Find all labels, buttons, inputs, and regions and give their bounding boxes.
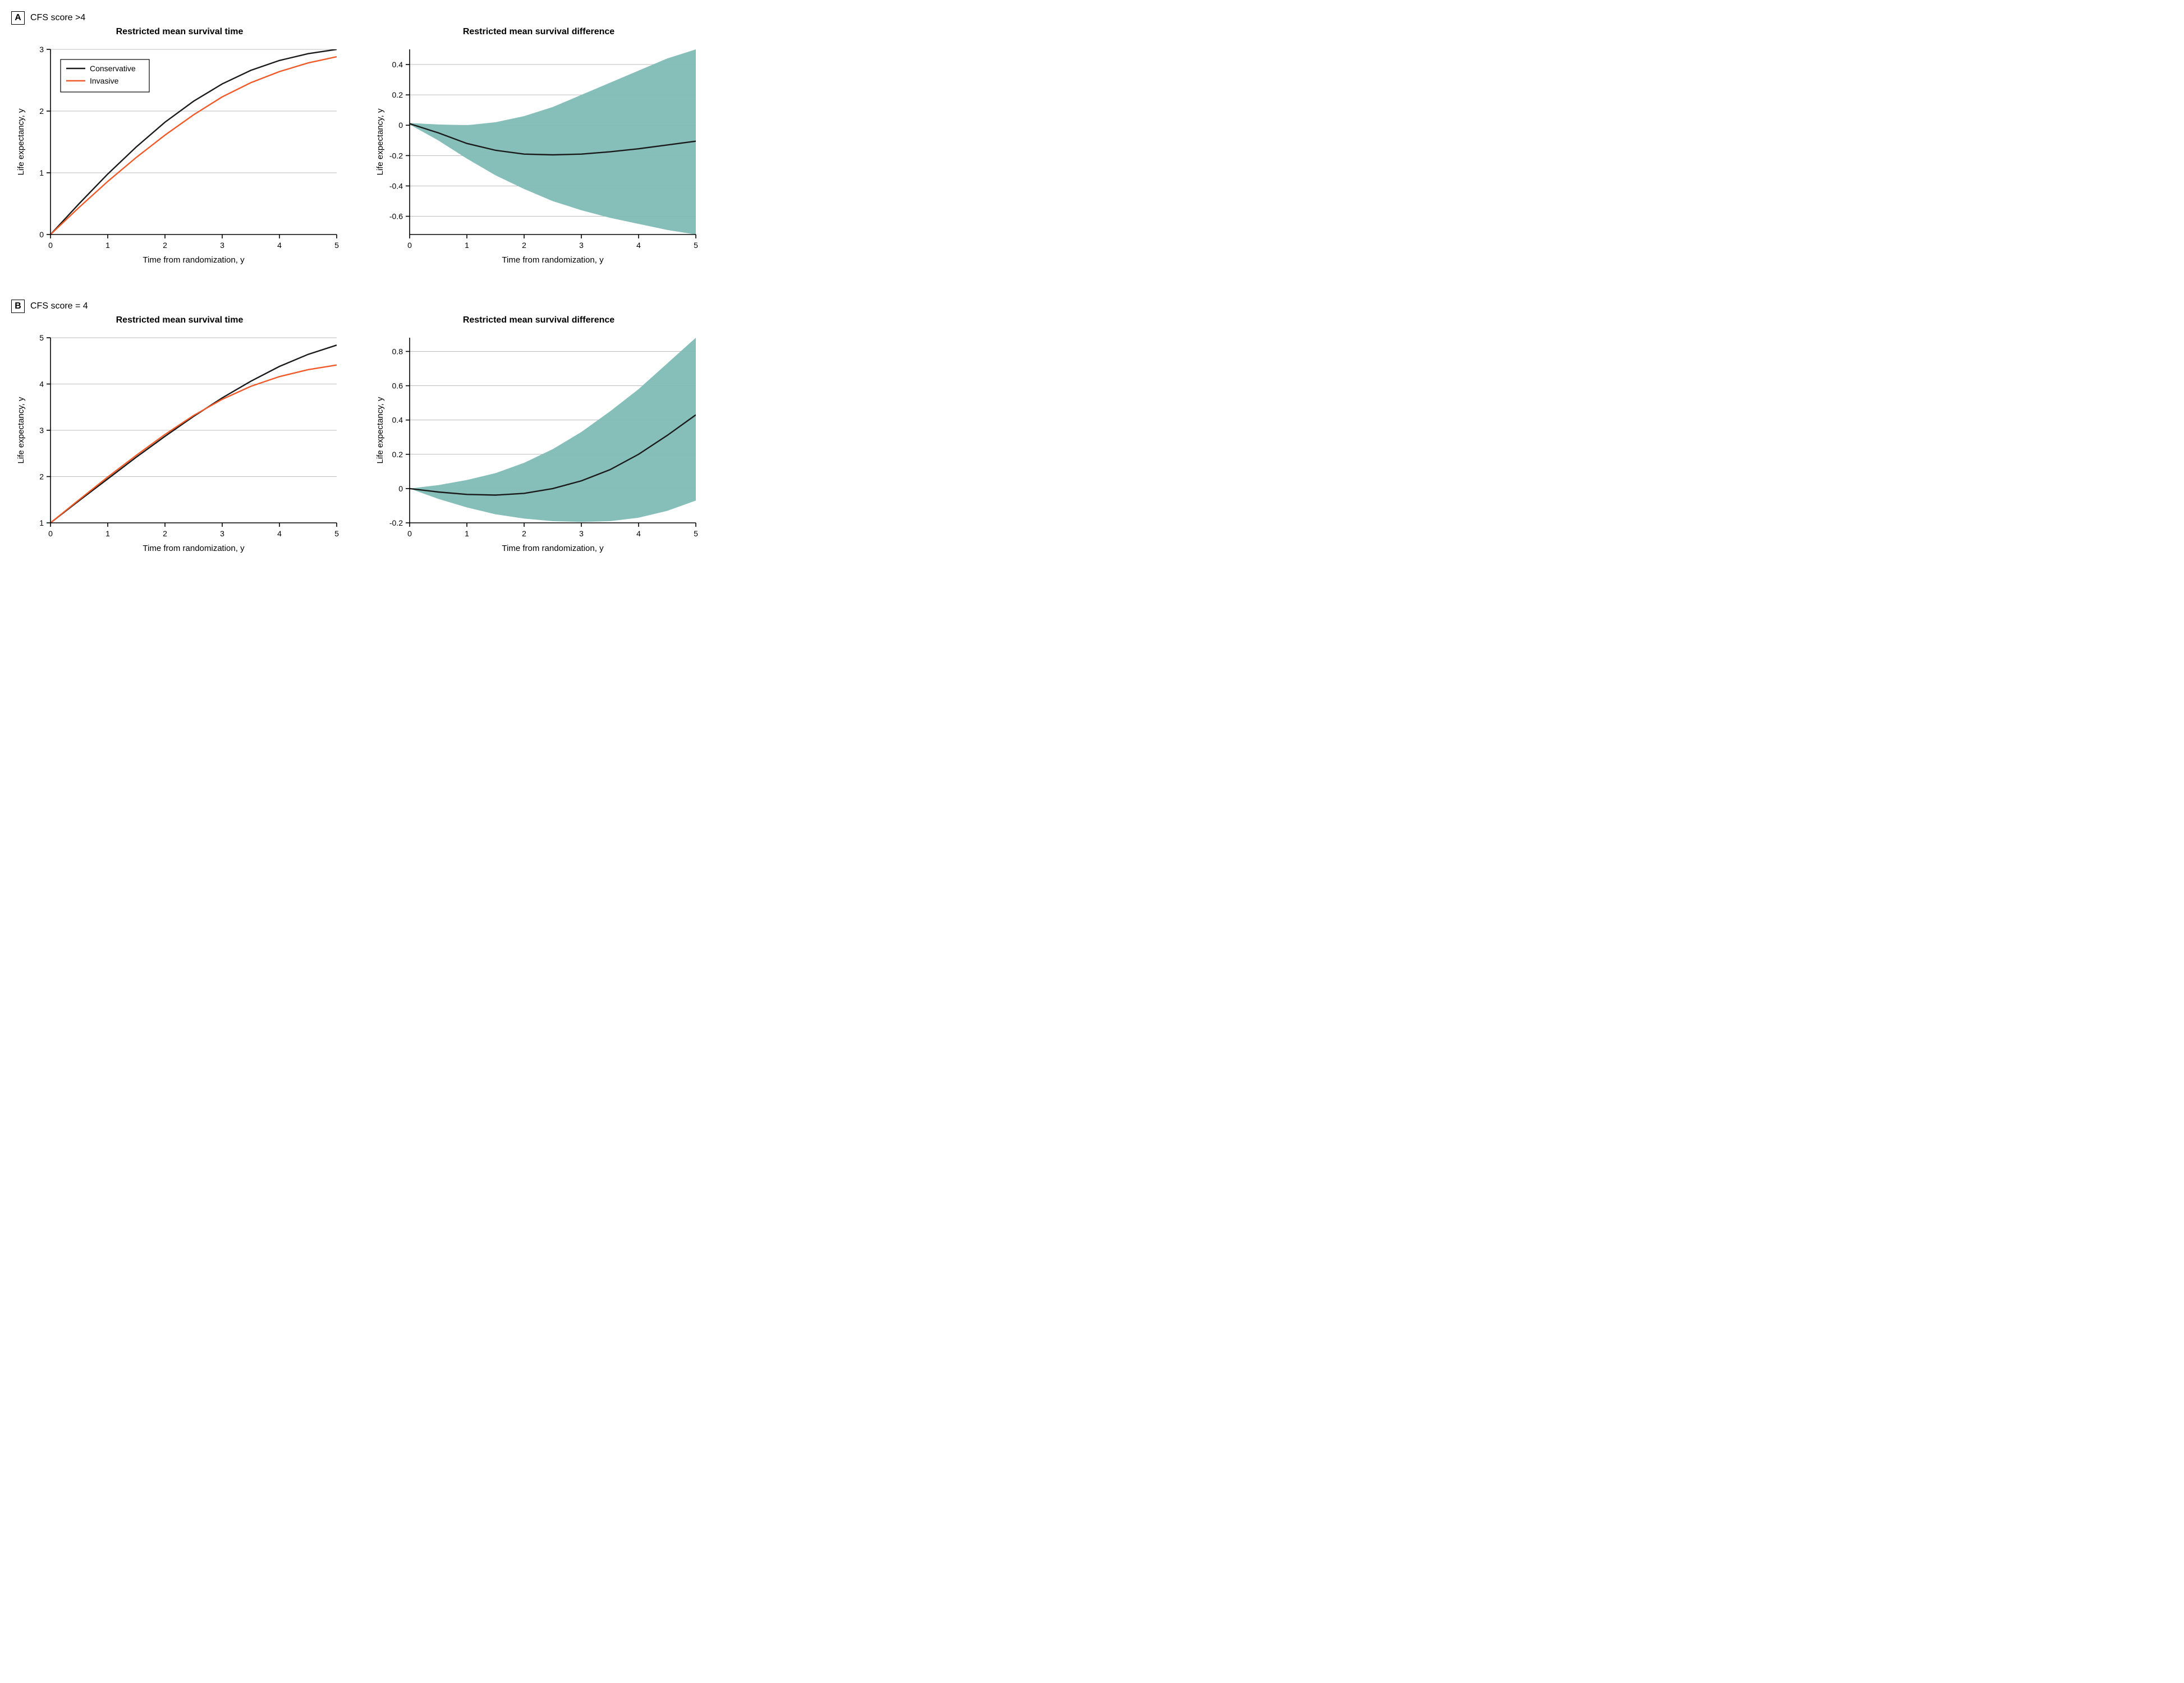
y-tick-label: 1 — [39, 168, 44, 177]
panel-row: B CFS score = 4 Restricted mean survival t… — [11, 300, 717, 568]
x-tick-label: 3 — [220, 241, 224, 250]
chart-left: Restricted mean survival time01234512345… — [11, 315, 348, 568]
y-tick-label: -0.2 — [389, 518, 403, 527]
figure-root: A CFS score >4 Restricted mean survival ti… — [0, 0, 728, 585]
y-tick-label: 3 — [39, 45, 44, 54]
x-tick-label: 2 — [522, 241, 526, 250]
y-tick-label: 0.2 — [392, 450, 403, 459]
legend-label: Invasive — [90, 76, 119, 85]
chart-title: Restricted mean survival time — [116, 27, 244, 37]
y-tick-label: 0 — [39, 230, 44, 239]
y-axis-label: Life expectancy, y — [375, 108, 385, 175]
x-tick-label: 3 — [220, 529, 224, 538]
confidence-band — [410, 338, 696, 522]
y-tick-label: 0 — [398, 484, 403, 493]
chart-svg: 0 1 2 3 4 5 -0.6 -0.4 -0.2 0 0.2 0.4 Time from rando… — [370, 38, 707, 279]
chart-svg: 0 1 2 3 4 5 -0.2 0 0.2 0.4 0.6 0.8 Time from randomi… — [370, 327, 707, 568]
x-tick-label: 2 — [163, 241, 167, 250]
x-axis-label: Time from randomization, y — [143, 544, 245, 553]
y-axis-label: Life expectancy, y — [16, 108, 26, 175]
panel-header: B CFS score = 4 — [11, 300, 717, 313]
chart-title: Restricted mean survival difference — [463, 315, 614, 325]
chart-right: Restricted mean survival difference 0 1 2 3 4… — [370, 27, 707, 279]
x-tick-label: 3 — [579, 529, 584, 538]
x-tick-label: 2 — [522, 529, 526, 538]
x-axis-label: Time from randomization, y — [502, 255, 604, 265]
y-tick-label: 0.6 — [392, 381, 403, 390]
x-tick-label: 5 — [334, 241, 339, 250]
x-tick-label: 0 — [407, 241, 412, 250]
y-tick-label: 0.4 — [392, 60, 403, 69]
y-tick-label: 1 — [39, 518, 44, 527]
x-tick-label: 1 — [105, 241, 110, 250]
panel-charts: Restricted mean survival time01234512345… — [11, 315, 717, 568]
chart-svg: 01234512345Time from randomization, yLif… — [11, 327, 348, 568]
y-tick-label: 0.2 — [392, 90, 403, 99]
chart-svg: 0 1 2 3 4 5 0 1 2 3 Time from randomization, y Life… — [11, 38, 348, 279]
x-tick-label: 0 — [407, 529, 412, 538]
x-tick-label: 2 — [163, 529, 167, 538]
chart-title: Restricted mean survival difference — [463, 27, 614, 37]
y-tick-label: 2 — [39, 107, 44, 116]
y-tick-label: -0.6 — [389, 212, 403, 221]
panel-label: CFS score >4 — [30, 13, 85, 23]
panel-header: A CFS score >4 — [11, 11, 717, 25]
y-tick-label: 0.4 — [392, 416, 403, 425]
y-tick-label: 0 — [398, 121, 403, 130]
panel-row: A CFS score >4 Restricted mean survival ti… — [11, 11, 717, 279]
y-tick-label: 2 — [39, 472, 44, 481]
y-axis-label: Life expectancy, y — [375, 397, 385, 463]
y-tick-label: -0.2 — [389, 151, 403, 160]
x-tick-label: 0 — [48, 241, 53, 250]
y-tick-label: 0.8 — [392, 347, 403, 356]
y-tick-label: 5 — [39, 333, 44, 342]
x-axis-label: Time from randomization, y — [502, 544, 604, 553]
confidence-band — [410, 49, 696, 234]
x-tick-label: 1 — [465, 241, 469, 250]
x-tick-label: 1 — [105, 529, 110, 538]
x-tick-label: 4 — [636, 241, 641, 250]
chart-left: Restricted mean survival time 0 1 2 3 4 5 0 1 2 3 T… — [11, 27, 348, 279]
y-tick-label: -0.4 — [389, 181, 403, 190]
x-tick-label: 5 — [694, 529, 698, 538]
x-tick-label: 4 — [636, 529, 641, 538]
x-tick-label: 3 — [579, 241, 584, 250]
y-tick-label: 3 — [39, 426, 44, 435]
x-tick-label: 4 — [277, 529, 282, 538]
x-tick-label: 0 — [48, 529, 53, 538]
y-tick-label: 4 — [39, 380, 44, 389]
series-line — [51, 345, 337, 523]
panel-letter: A — [11, 11, 25, 25]
y-axis-label: Life expectancy, y — [16, 397, 26, 463]
chart-title: Restricted mean survival time — [116, 315, 244, 325]
x-tick-label: 4 — [277, 241, 282, 250]
x-tick-label: 5 — [694, 241, 698, 250]
panel-label: CFS score = 4 — [30, 301, 88, 311]
x-tick-label: 1 — [465, 529, 469, 538]
x-tick-label: 5 — [334, 529, 339, 538]
legend-label: Conservative — [90, 64, 136, 73]
chart-right: Restricted mean survival difference 0 1 2 3 4… — [370, 315, 707, 568]
panel-letter: B — [11, 300, 25, 313]
series-line — [51, 365, 337, 523]
x-axis-label: Time from randomization, y — [143, 255, 245, 265]
panel-charts: Restricted mean survival time 0 1 2 3 4 5 0 1 2 3 T… — [11, 27, 717, 279]
